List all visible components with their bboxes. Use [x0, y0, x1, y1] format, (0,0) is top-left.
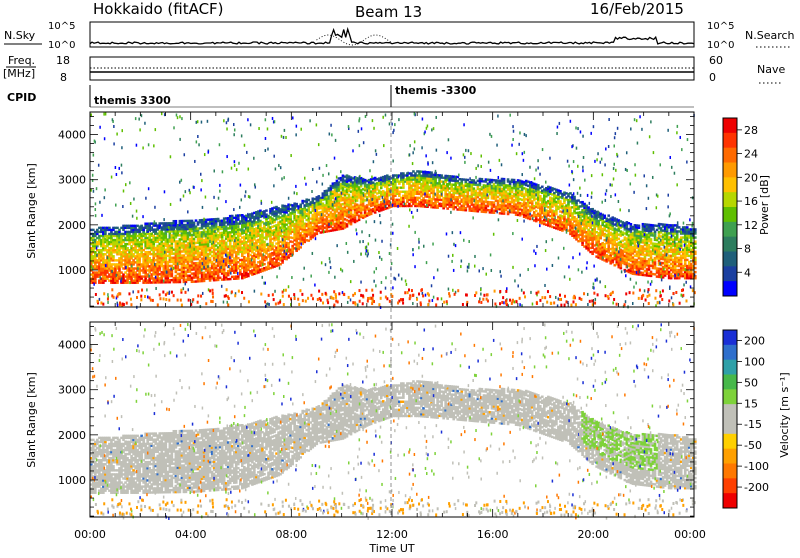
freq-right-tick-top: 60 — [709, 54, 723, 67]
date-title: 16/Feb/2015 — [590, 0, 684, 18]
noise-right-tick-top: 10^5 — [707, 21, 734, 32]
freq-panel: Freq. [MHz] 18 8 60 0 Nave — [3, 54, 785, 84]
freq-label: Freq. — [8, 54, 35, 67]
power-cell — [537, 184, 540, 186]
power-cell — [237, 275, 240, 277]
power-cell — [573, 196, 576, 198]
power-cell — [193, 238, 196, 240]
station-title: Hokkaido (fitACF) — [93, 0, 224, 18]
nave-label: Nave — [757, 63, 785, 76]
beam-title: Beam 13 — [355, 3, 422, 21]
power-cell — [559, 200, 562, 202]
power-cell — [513, 179, 516, 181]
power-cell — [535, 210, 538, 212]
noise-left-tick-top: 10^5 — [48, 21, 75, 32]
power-cell — [539, 195, 542, 197]
power-cell — [348, 194, 351, 196]
power-cell — [175, 220, 178, 222]
noise-right-tick-bottom: 10^0 — [707, 40, 734, 51]
power-cell — [541, 186, 544, 188]
cpid-program-1: themis 3300 — [94, 94, 171, 107]
noise-left-tick-bottom: 10^0 — [48, 40, 75, 51]
power-cell — [271, 242, 274, 244]
cpid-program-2: themis -3300 — [395, 84, 477, 97]
power-cell — [209, 257, 212, 259]
freq-right-tick-bottom: 0 — [709, 71, 716, 84]
power-cell — [430, 171, 433, 173]
cpid-label: CPID — [7, 91, 36, 104]
noise-sky-label: N.Sky — [4, 29, 36, 42]
power-cell — [229, 278, 232, 280]
power-cell — [481, 178, 484, 180]
power-heatmap — [90, 112, 697, 309]
power-cell — [603, 215, 606, 217]
power-cell — [112, 255, 115, 257]
freq-left-tick-top: 18 — [56, 54, 70, 67]
power-cell — [299, 246, 302, 248]
power-cell — [193, 222, 196, 224]
power-cell — [466, 179, 469, 181]
power-cell — [473, 187, 476, 189]
power-cell — [473, 179, 476, 181]
power-cell — [225, 242, 228, 244]
freq-left-tick-bottom: 8 — [60, 71, 67, 84]
power-cell — [295, 203, 298, 205]
power-cell — [239, 269, 242, 271]
power-cell — [440, 174, 443, 176]
noise-panel: N.Sky 10^5 10^0 10^5 10^0 N.Search — [4, 21, 795, 51]
freq-unit-label: [MHz] — [3, 67, 35, 80]
power-cell — [265, 209, 268, 211]
power-cell — [559, 190, 562, 192]
noise-search-label: N.Search — [745, 29, 795, 42]
cpid-panel: CPID themis 3300 themis -3300 — [7, 84, 694, 107]
power-cell — [263, 241, 266, 243]
power-cell — [507, 178, 510, 180]
power-cell — [607, 214, 610, 216]
power-cell — [307, 199, 310, 201]
power-cell — [263, 263, 266, 265]
noise-sky-trace — [90, 29, 694, 44]
